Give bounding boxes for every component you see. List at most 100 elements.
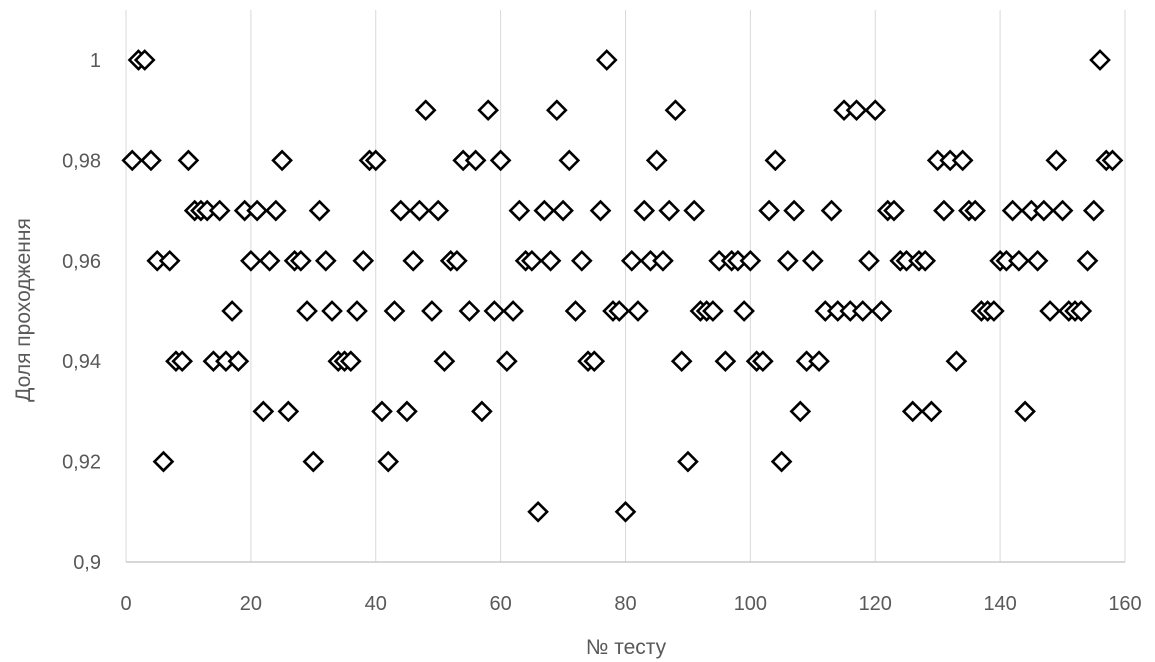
- data-point: [152, 450, 175, 473]
- data-point: [670, 350, 693, 373]
- data-point: [1076, 249, 1099, 272]
- data-point: [1051, 199, 1074, 222]
- data-point: [414, 99, 437, 122]
- data-point: [570, 249, 593, 272]
- data-point: [271, 149, 293, 172]
- data-point: [321, 300, 343, 322]
- data-point: [1014, 400, 1036, 423]
- data-point: [733, 300, 755, 322]
- data-point: [446, 249, 468, 272]
- data-point: [1045, 149, 1068, 172]
- data-point: [664, 99, 687, 122]
- data-point: [901, 400, 924, 423]
- data-point: [171, 350, 194, 373]
- data-point: [1008, 249, 1030, 272]
- y-axis-tick-labels: 0,9 0,92 0,94 0,96 0,98 1: [62, 50, 101, 574]
- data-point: [240, 249, 262, 272]
- data-point: [246, 199, 268, 222]
- x-axis-title: № тесту: [586, 636, 667, 659]
- data-point: [227, 350, 250, 373]
- vertical-gridlines: [125, 10, 1126, 562]
- x-tick-label: 0: [120, 593, 131, 615]
- data-point: [770, 450, 793, 473]
- data-point: [277, 400, 300, 423]
- data-point: [1101, 149, 1124, 172]
- data-point: [614, 500, 637, 523]
- x-tick-label: 60: [490, 593, 512, 615]
- data-point: [508, 199, 531, 222]
- x-tick-label: 160: [1108, 593, 1141, 615]
- y-tick-label: 0,98: [62, 150, 101, 172]
- data-point: [658, 199, 681, 222]
- data-point: [633, 199, 656, 222]
- data-point: [608, 300, 631, 322]
- data-point: [533, 199, 556, 222]
- x-tick-label: 120: [859, 593, 892, 615]
- y-axis-title: Доля проходження: [12, 218, 35, 402]
- data-point: [652, 249, 674, 272]
- data-point: [864, 99, 887, 122]
- data-point: [702, 300, 724, 322]
- data-point: [920, 400, 943, 423]
- data-point: [739, 249, 762, 272]
- data-points: [121, 49, 1124, 523]
- data-point: [464, 149, 487, 172]
- data-point: [140, 149, 162, 172]
- x-tick-label: 80: [614, 593, 636, 615]
- data-point: [783, 199, 805, 222]
- x-tick-label: 100: [734, 593, 767, 615]
- data-point: [471, 400, 493, 423]
- data-point: [383, 300, 406, 322]
- data-point: [558, 149, 581, 172]
- x-tick-label: 40: [365, 593, 387, 615]
- data-point: [964, 199, 986, 222]
- data-point: [121, 149, 144, 172]
- data-point: [983, 300, 1005, 322]
- data-point: [396, 400, 418, 423]
- data-point: [1026, 249, 1049, 272]
- data-point: [221, 300, 243, 322]
- data-point: [477, 99, 499, 122]
- data-point: [870, 300, 893, 322]
- data-point: [858, 249, 880, 272]
- data-point: [377, 450, 400, 473]
- y-tick-label: 0,92: [62, 452, 101, 474]
- data-point: [933, 199, 955, 222]
- data-point: [595, 49, 618, 71]
- data-point: [808, 350, 830, 373]
- data-point: [845, 99, 868, 122]
- data-point: [458, 300, 481, 322]
- data-point: [583, 350, 606, 373]
- data-point: [589, 199, 612, 222]
- data-point: [252, 400, 275, 423]
- data-point: [302, 450, 325, 473]
- x-axis-tick-labels: 0 20 40 60 80 100 120 140 160: [120, 593, 1141, 615]
- data-point: [483, 300, 506, 322]
- data-point: [951, 149, 974, 172]
- data-point: [1082, 199, 1105, 222]
- x-tick-label: 140: [983, 593, 1016, 615]
- data-point: [158, 249, 181, 272]
- data-point: [339, 350, 362, 373]
- data-point: [539, 249, 562, 272]
- y-tick-label: 0,96: [62, 251, 101, 273]
- data-point: [683, 199, 706, 222]
- data-point: [521, 249, 543, 272]
- data-point: [364, 149, 387, 172]
- data-point: [564, 300, 587, 322]
- data-point: [945, 350, 968, 373]
- data-point: [427, 199, 450, 222]
- data-point: [545, 99, 568, 122]
- data-point: [820, 199, 843, 222]
- data-point: [433, 350, 456, 373]
- data-point: [258, 249, 281, 272]
- data-point: [346, 300, 368, 322]
- data-point: [289, 249, 312, 272]
- data-point: [752, 350, 774, 373]
- data-point: [645, 149, 668, 172]
- y-tick-label: 0,94: [62, 351, 101, 373]
- data-point: [314, 249, 337, 272]
- data-point: [1039, 300, 1061, 322]
- data-point: [208, 199, 231, 222]
- data-point: [421, 300, 443, 322]
